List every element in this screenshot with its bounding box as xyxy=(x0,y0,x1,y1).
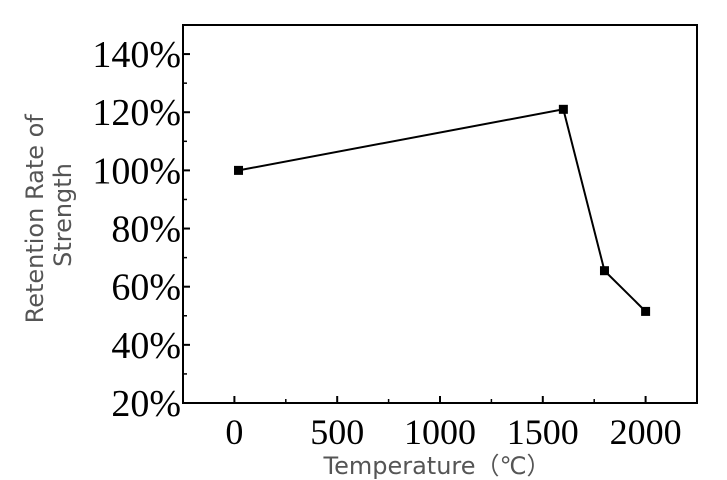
series-line xyxy=(238,108,647,313)
series-layer xyxy=(234,104,651,316)
y-axis: 20% 40% 60% 80% 100% 120% 140% xyxy=(92,34,190,425)
x-tick-label: 500 xyxy=(310,412,364,452)
x-tick-label: 1000 xyxy=(404,412,476,452)
data-point xyxy=(599,266,609,276)
x-tick-label: 1500 xyxy=(507,412,579,452)
y-axis-label: Retention Rate of Strength xyxy=(21,107,77,324)
x-tick-label: 2000 xyxy=(610,412,682,452)
data-point xyxy=(558,104,568,114)
plot-area xyxy=(182,24,698,404)
y-axis-label-line-1: Retention Rate of xyxy=(21,114,49,324)
plot-frame xyxy=(182,24,698,404)
y-tick-label: 60% xyxy=(111,267,181,309)
x-axis-label: Temperature（℃） xyxy=(323,452,551,480)
y-tick-label: 20% xyxy=(111,383,181,425)
x-axis: 0 500 1000 1500 2000 xyxy=(225,396,682,452)
x-tick-label: 0 xyxy=(225,412,243,452)
y-tick-label: 40% xyxy=(111,325,181,367)
y-tick-label: 140% xyxy=(92,34,181,76)
y-tick-label: 80% xyxy=(111,209,181,251)
y-tick-label: 100% xyxy=(92,150,181,192)
y-axis-label-line-2: Strength xyxy=(49,163,77,267)
data-point xyxy=(234,165,244,175)
data-point xyxy=(641,306,651,316)
y-tick-label: 120% xyxy=(92,92,181,134)
